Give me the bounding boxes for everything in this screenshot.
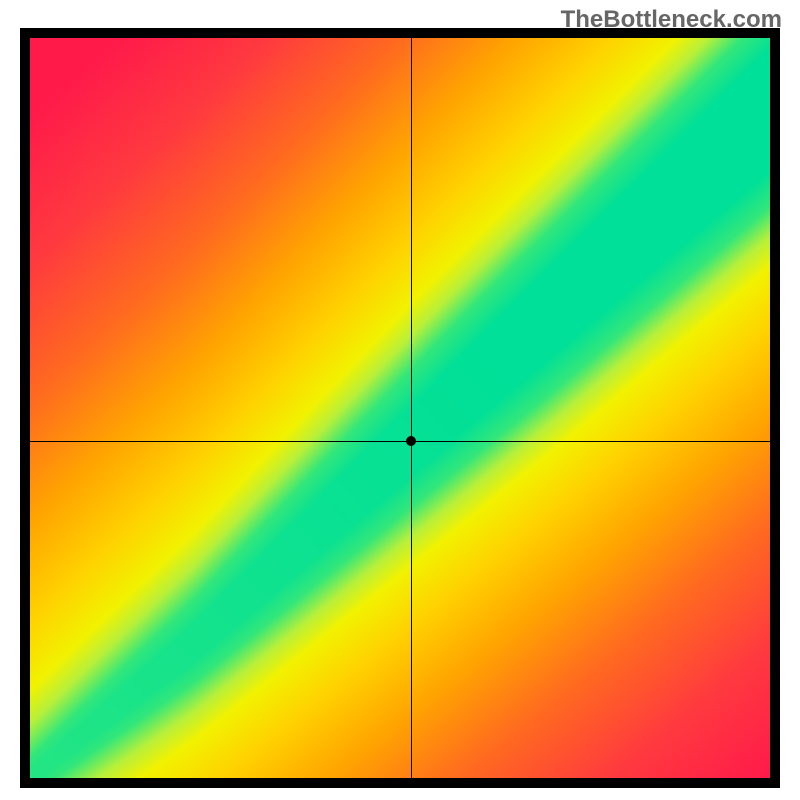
watermark-text: TheBottleneck.com — [561, 6, 782, 34]
data-point-marker — [406, 436, 416, 446]
heatmap-canvas — [30, 38, 770, 778]
crosshair-vertical — [411, 38, 412, 778]
heatmap-plot — [30, 38, 770, 778]
crosshair-horizontal — [30, 441, 770, 442]
chart-frame — [20, 28, 780, 788]
chart-container: TheBottleneck.com — [0, 0, 800, 800]
